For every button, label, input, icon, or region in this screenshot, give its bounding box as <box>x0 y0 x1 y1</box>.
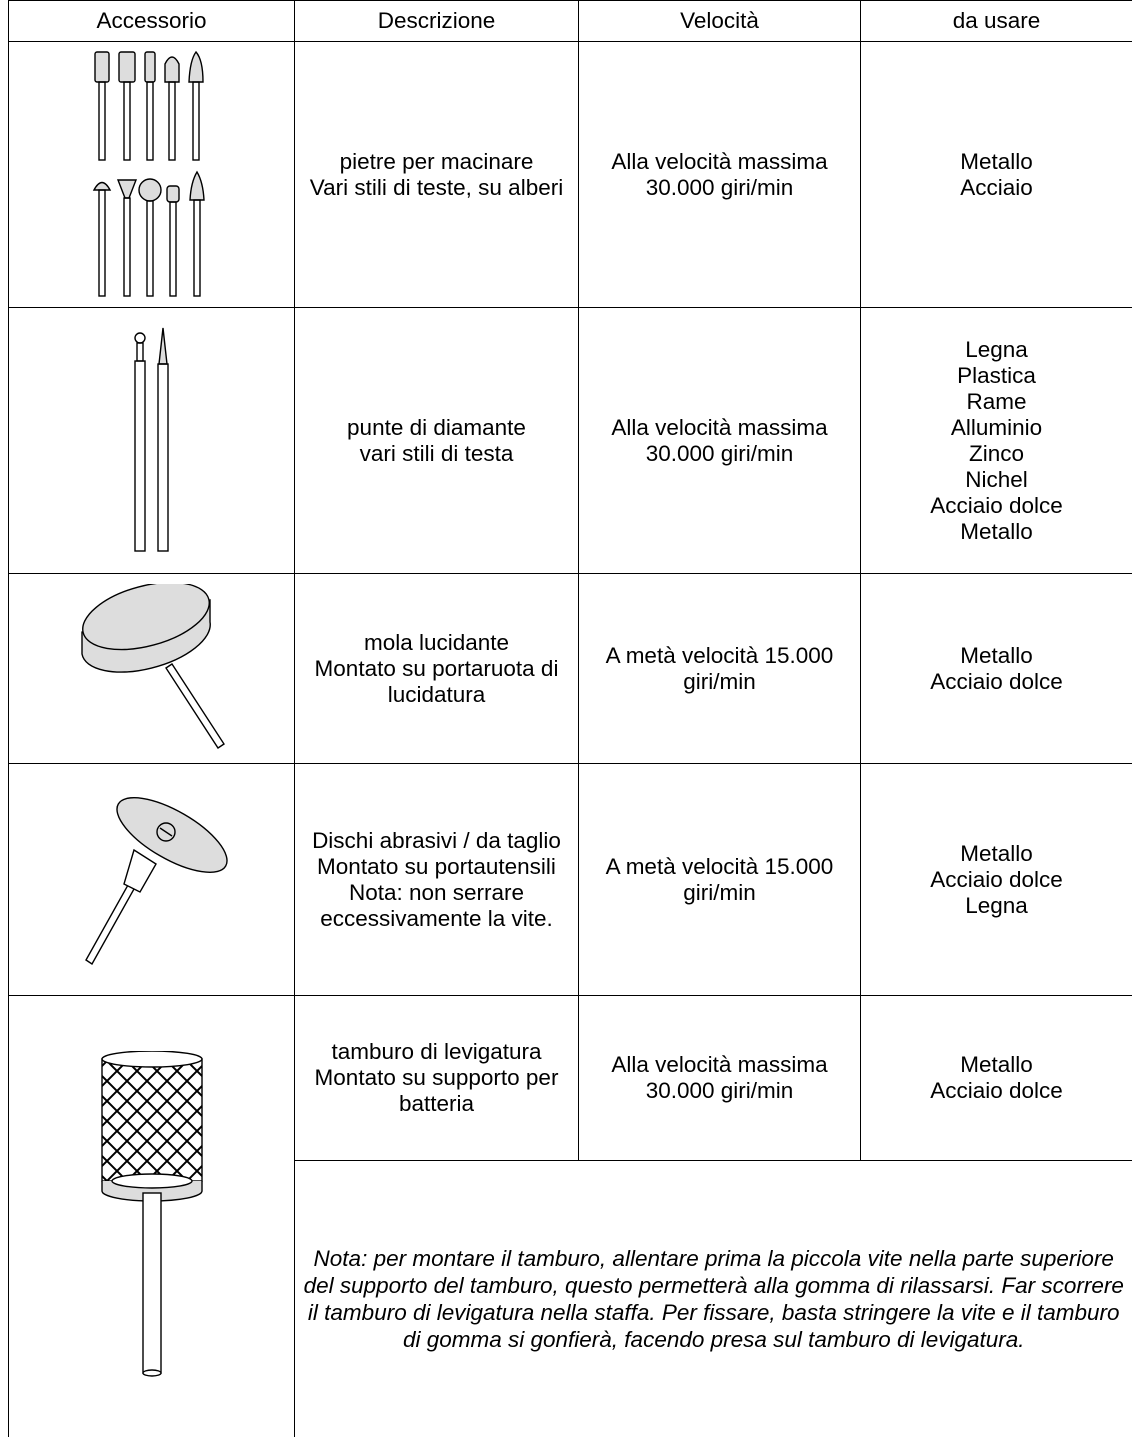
material: Acciaio dolce <box>930 668 1063 694</box>
materials-cell: Metallo Acciaio dolce <box>860 995 1132 1161</box>
row: punte di diamante vari stili di testa Alla… <box>8 307 1132 574</box>
polishing-wheel-icon <box>80 583 225 749</box>
description-line: punte di diamante <box>347 414 526 440</box>
materials-cell: Metallo Acciaio <box>860 41 1132 308</box>
speed-cell: A metà velocità 15.000 giri/min <box>578 573 861 764</box>
material: Alluminio <box>950 414 1043 440</box>
speed: Alla velocità massima 30.000 giri/min <box>611 414 828 466</box>
description-line: mola lucidante <box>363 629 510 655</box>
material: Nichel <box>965 466 1028 492</box>
speed: A metà velocità 15.000 giri/min <box>605 642 834 694</box>
material: Acciaio dolce <box>930 492 1063 518</box>
materials-cell: Legna Plastica Rame Alluminio Zinco Nichel Acc… <box>860 307 1132 574</box>
row: mola lucidante Montato su portaruota di l… <box>8 573 1132 764</box>
description-cell: tamburo di levigatura Montato su supporto… <box>294 995 579 1161</box>
grinding-stones-icon <box>92 50 205 297</box>
note-row: Nota: per montare il tamburo, allentare … <box>9 1160 1132 1437</box>
material: Acciaio dolce <box>930 1078 1063 1103</box>
speed-cell: Alla velocità massima 30.000 giri/min <box>578 995 861 1161</box>
description-line: Vari stili di teste, su alberi <box>309 174 564 200</box>
speed-cell: A metà velocità 15.000 giri/min <box>578 763 861 996</box>
header-cell: da usare <box>860 0 1132 42</box>
cutting-disc-icon <box>84 796 228 965</box>
speed-cell: Alla velocità massima 30.000 giri/min <box>578 307 861 574</box>
accessory-table: Accessorio Descrizione Velocità da usare… <box>8 0 1132 1437</box>
icon-cell <box>8 41 295 308</box>
icon-cell <box>8 307 295 574</box>
diamond-points-icon <box>133 327 169 552</box>
sanding-drum-icon <box>100 1051 203 1377</box>
material: Plastica <box>957 362 1036 388</box>
description-line: tamburo di levigatura <box>331 1039 542 1064</box>
material: Legna <box>965 892 1028 918</box>
description-cell: pietre per macinare Vari stili di teste, … <box>294 41 579 308</box>
header-cell: Descrizione <box>294 0 579 42</box>
description-cell: punte di diamante vari stili di testa <box>294 307 579 574</box>
description-cell: Dischi abrasivi / da taglio Montato su po… <box>294 763 579 996</box>
speed: Alla velocità massima 30.000 giri/min <box>611 1052 828 1103</box>
material: Acciaio <box>960 174 1033 200</box>
description-line: Dischi abrasivi / da taglio <box>312 827 561 853</box>
description-line: pietre per macinare <box>339 148 534 174</box>
description-line: Montato su portautensili <box>317 853 556 879</box>
material: Metallo <box>960 518 1033 544</box>
row: tamburo di levigatura Montato su supporto… <box>8 995 1132 1437</box>
header-cell: Accessorio <box>8 0 295 42</box>
description-line: Montato su portaruota di lucidatura <box>314 655 559 707</box>
icon-cell <box>8 995 295 1437</box>
description-cell: mola lucidante Montato su portaruota di l… <box>294 573 579 764</box>
speed-cell: Alla velocità massima 30.000 giri/min <box>578 41 861 308</box>
material: Metallo <box>960 1052 1033 1077</box>
header-row: Accessorio Descrizione Velocità da usare <box>8 0 1132 42</box>
header-cell: Velocità <box>578 0 861 42</box>
material: Metallo <box>960 148 1033 174</box>
row: Dischi abrasivi / da taglio Montato su po… <box>8 763 1132 996</box>
material: Metallo <box>960 840 1033 866</box>
materials-cell: Metallo Acciaio dolce Legna <box>860 763 1132 996</box>
material: Metallo <box>960 642 1033 668</box>
row: pietre per macinare Vari stili di teste, … <box>8 41 1132 308</box>
note: Nota: per montare il tamburo, allentare … <box>294 1160 1132 1437</box>
icon-cell <box>8 573 295 764</box>
material: Legna <box>965 336 1028 362</box>
material: Zinco <box>968 440 1025 466</box>
description-line: Montato su supporto per batteria <box>314 1065 559 1116</box>
speed: Alla velocità massima 30.000 giri/min <box>611 148 828 200</box>
material: Rame <box>966 388 1027 414</box>
material: Acciaio dolce <box>930 866 1063 892</box>
description-line: vari stili di testa <box>359 440 514 466</box>
materials-cell: Metallo Acciaio dolce <box>860 573 1132 764</box>
description-line: Nota: non serrare eccessivamente la vite… <box>320 879 553 931</box>
speed: A metà velocità 15.000 giri/min <box>605 853 834 905</box>
icon-cell <box>8 763 295 996</box>
